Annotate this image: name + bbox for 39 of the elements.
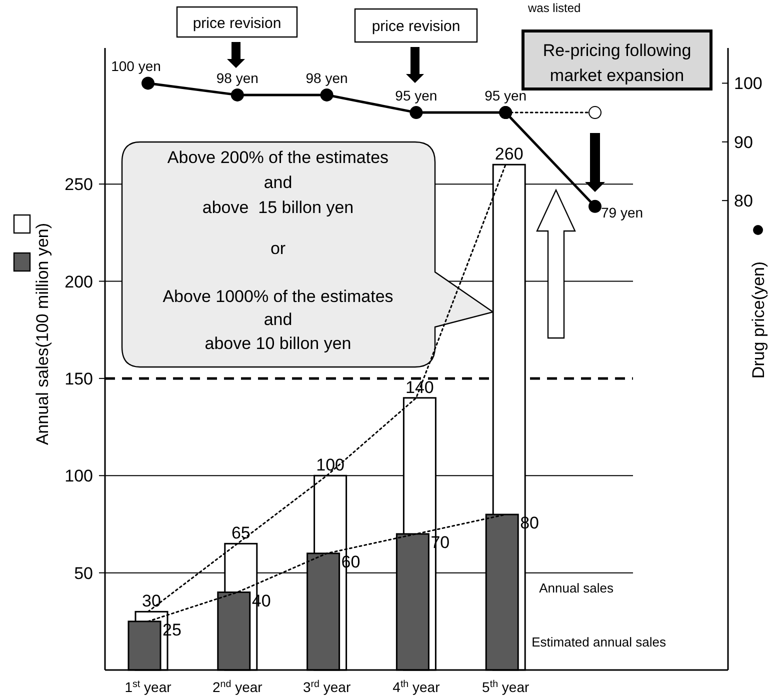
data-label: 100 yen xyxy=(111,58,161,74)
annotation: above 10 billon yen xyxy=(204,334,352,353)
data-label: 95 yen xyxy=(484,88,527,104)
data-label: 98 yen xyxy=(306,70,348,86)
annotation: Re-pricing following market expansion xyxy=(542,41,692,85)
y2-axis-title: Drug price(yen) xyxy=(749,261,768,379)
y-axis-title: Annual sales(100 million yen) xyxy=(33,222,52,446)
data-label: 100 xyxy=(316,456,344,475)
y2-tick-label: 90 xyxy=(734,132,753,152)
annotation: and xyxy=(264,173,292,192)
text: was listed xyxy=(527,1,581,15)
y-tick-label: 50 xyxy=(74,564,93,583)
data-label: 260 xyxy=(494,144,524,164)
y-tick-label: 250 xyxy=(64,175,93,194)
series-label: Estimated annual sales xyxy=(532,634,667,650)
x-tick-label: 4$^{th}$ year xyxy=(392,678,440,695)
data-label: 30 xyxy=(142,592,161,611)
data-label: 79 yen xyxy=(601,204,644,220)
data-label: 65 xyxy=(231,524,250,543)
data-label: 140 xyxy=(406,378,434,397)
annotation: or xyxy=(270,239,286,258)
y-tick-label: 100 xyxy=(64,466,93,486)
annotation: Above 1000% of the estimates xyxy=(162,287,394,306)
annotation: and xyxy=(264,310,292,329)
data-label: 98 yen xyxy=(216,70,258,86)
text: price revision xyxy=(192,15,282,32)
y-tick-label: 150 xyxy=(64,369,93,388)
x-tick-label: 3$^{rd}$ year xyxy=(302,678,351,695)
series-label: Annual sales xyxy=(539,580,614,596)
annotation: above 15 billon yen xyxy=(202,198,354,217)
y-tick-label: 200 xyxy=(64,272,93,292)
y2-tick-label: 100 xyxy=(734,74,762,94)
annotation: Above 200% of the estimates xyxy=(167,148,389,167)
x-tick-label: 1$^{st}$ year xyxy=(124,678,172,695)
y2-tick-label: 80 xyxy=(734,192,753,211)
text: price revision xyxy=(372,18,460,35)
x-tick-label: 5$^{th}$ year xyxy=(482,678,530,695)
data-label: 95 yen xyxy=(395,88,438,104)
x-tick-label: 2$^{nd}$ year xyxy=(212,678,263,695)
